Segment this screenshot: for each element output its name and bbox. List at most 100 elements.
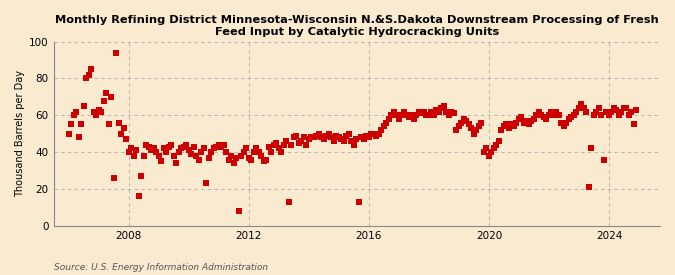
Point [181,142,192,147]
Point [86,67,97,72]
Point [113,120,124,125]
Point [336,137,347,141]
Point [213,142,224,147]
Point [558,124,569,128]
Point [231,155,242,160]
Point [529,117,539,121]
Point [88,109,99,114]
Point [476,120,487,125]
Point [426,109,437,114]
Point [464,122,475,127]
Point [609,106,620,110]
Point [533,109,544,114]
Point [406,113,416,117]
Point [446,109,457,114]
Point [398,109,409,114]
Point [246,157,256,162]
Point [431,108,441,112]
Point [461,119,472,123]
Point [536,113,547,117]
Point [323,131,334,136]
Point [418,109,429,114]
Point [276,150,287,154]
Point [518,120,529,125]
Point [516,115,526,119]
Point [606,109,617,114]
Point [316,135,327,140]
Point [193,157,204,162]
Point [131,148,142,153]
Point [321,133,331,138]
Point [111,50,122,55]
Point [456,120,467,125]
Point [473,124,484,128]
Point [83,73,94,77]
Point [551,109,562,114]
Point [396,113,407,117]
Point [186,152,196,156]
Point [103,122,114,127]
Point [391,113,402,117]
Title: Monthly Refining District Minnesota-Wisconsin N.&S.Dakota Downstream Processing : Monthly Refining District Minnesota-Wisc… [55,15,659,37]
Point [576,102,587,106]
Point [508,124,519,128]
Point [259,159,269,164]
Point [284,200,294,204]
Point [564,117,574,121]
Point [611,108,622,112]
Point [203,155,214,160]
Point [618,106,629,110]
Point [599,157,610,162]
Point [271,141,281,145]
Point [176,146,186,151]
Point [373,131,384,136]
Point [451,128,462,132]
Point [581,109,592,114]
Point [414,109,425,114]
Point [386,113,397,117]
Point [234,209,244,213]
Point [394,117,404,121]
Point [448,111,459,116]
Point [96,109,107,114]
Point [251,146,262,151]
Point [526,119,537,123]
Point [501,122,512,127]
Point [148,146,159,151]
Point [68,113,79,117]
Point [358,137,369,141]
Point [201,181,212,186]
Point [458,117,469,121]
Point [301,142,312,147]
Point [578,106,589,110]
Point [303,137,314,141]
Point [369,131,379,136]
Point [344,131,354,136]
Point [574,106,585,110]
Point [63,131,74,136]
Point [269,142,279,147]
Point [108,176,119,180]
Point [281,139,292,143]
Point [156,159,167,164]
Point [483,154,494,158]
Point [433,109,444,114]
Point [624,113,634,117]
Point [329,139,340,143]
Point [221,150,232,154]
Point [371,133,382,138]
Point [381,120,392,125]
Point [338,139,349,143]
Point [481,146,492,151]
Point [346,139,356,143]
Point [151,150,161,154]
Y-axis label: Thousand Barrels per Day: Thousand Barrels per Day [15,70,25,197]
Point [479,150,489,154]
Point [499,124,510,128]
Point [93,108,104,112]
Point [491,142,502,147]
Point [388,109,399,114]
Point [136,174,146,178]
Point [188,144,199,149]
Point [626,109,637,114]
